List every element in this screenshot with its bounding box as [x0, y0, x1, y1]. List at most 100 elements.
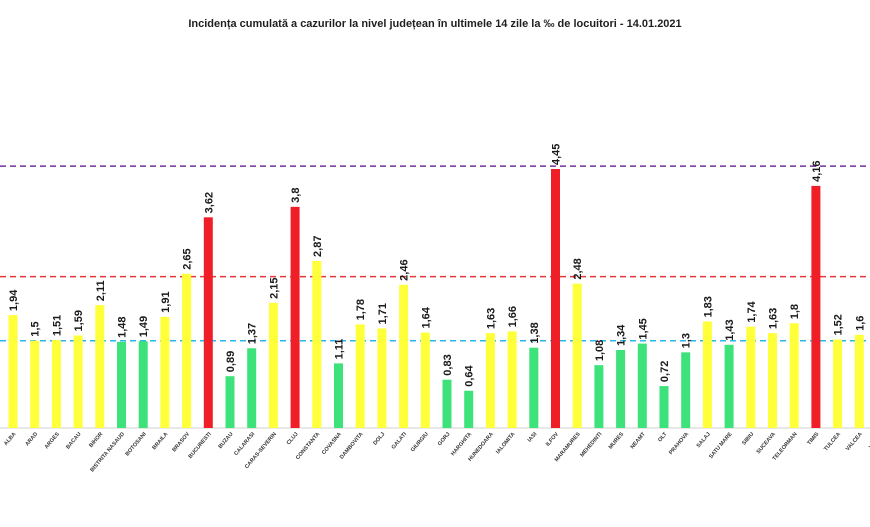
chart-title: Incidența cumulată a cazurilor la nivel …	[0, 18, 870, 30]
category-label: DOLJ	[372, 431, 386, 446]
category-label: OLT	[657, 431, 669, 443]
value-label: 1,74	[746, 300, 758, 322]
value-label: 1,52	[833, 314, 845, 335]
bar-iasi	[529, 348, 538, 428]
bar-dambovita	[356, 324, 365, 428]
value-label: 2,11	[95, 280, 107, 301]
value-label: 1,38	[529, 322, 541, 343]
bar-valcea	[855, 335, 864, 428]
bar-covasna	[334, 363, 343, 428]
category-label: ARAD	[24, 431, 39, 447]
value-label: 2,46	[399, 259, 411, 280]
bar-prahova	[681, 352, 690, 428]
bar-bihor	[95, 305, 104, 428]
value-label: 2,65	[182, 248, 194, 269]
bar-gorj	[443, 380, 452, 428]
value-label: 1,49	[138, 316, 150, 337]
value-label: 1,08	[594, 340, 606, 361]
bar-neamt	[638, 344, 647, 428]
bar-mehedinti	[594, 365, 603, 428]
category-label: ARGES	[44, 431, 61, 450]
value-label: 2,87	[312, 236, 324, 257]
category-label: HARGHITA	[450, 431, 473, 457]
category-label: SIBIU	[741, 431, 755, 446]
value-label: 1,37	[247, 323, 259, 344]
category-label: BIHOR	[88, 431, 104, 448]
category-label: PRAHOVA	[668, 431, 690, 456]
category-label: MEHEDINTI	[579, 431, 603, 458]
category-label: CALARASI	[233, 431, 256, 457]
category-label: SUCEAVA	[756, 431, 777, 455]
value-label: 0,83	[442, 354, 454, 375]
value-label: 4,45	[551, 144, 563, 165]
category-label: BRAILA	[151, 431, 169, 451]
category-label: COVASNA	[321, 431, 343, 456]
value-label: 2,48	[572, 258, 584, 279]
value-label: 1,66	[507, 306, 519, 327]
bar-olt	[660, 386, 669, 428]
bars-group	[9, 169, 870, 428]
value-label: 1,43	[724, 319, 736, 340]
category-label: BACAU	[65, 431, 82, 450]
bar-harghita	[464, 391, 473, 428]
bar-bucuresti	[204, 217, 213, 428]
value-label: 1,83	[702, 296, 714, 317]
bar-teleorman	[790, 323, 799, 428]
category-label: MURES	[608, 431, 626, 450]
bar-maramures	[573, 284, 582, 428]
value-label: 1,63	[768, 308, 780, 329]
bar-galati	[399, 285, 408, 428]
category-label: SATU MARE	[708, 431, 734, 460]
value-label: 1,94	[8, 289, 20, 311]
bar-hunedoara	[486, 333, 495, 428]
category-label: ILFOV	[545, 431, 560, 448]
value-label: 1,78	[355, 299, 367, 320]
category-label: ALBA	[3, 431, 17, 447]
value-label: 1,59	[73, 310, 85, 331]
bar-giurgiu	[421, 333, 430, 428]
category-label: GORJ	[437, 431, 452, 447]
category-label: IASI	[527, 431, 539, 443]
value-label: 2,15	[268, 277, 280, 298]
value-label: 3,8	[290, 188, 302, 203]
category-label: BOTOSANI	[125, 431, 148, 457]
category-label: BRASOV	[171, 431, 191, 453]
value-label: 1,45	[637, 318, 649, 339]
value-label: 1,48	[117, 316, 129, 337]
bar-sibiu	[746, 327, 755, 428]
value-label: 1,51	[51, 315, 63, 336]
bar-brasov	[182, 274, 191, 428]
category-label: GALATI	[391, 431, 409, 451]
bar-ialomita	[508, 331, 517, 428]
bar-caras-severin	[269, 303, 278, 428]
value-label: 0,72	[659, 361, 671, 382]
bar-ilfov	[551, 169, 560, 428]
category-label: BUZAU	[218, 431, 235, 450]
bar-cluj	[291, 207, 300, 428]
reference-lines	[0, 166, 870, 341]
value-label: 4,16	[811, 160, 823, 181]
bar-tulcea	[833, 340, 842, 428]
value-label: 1,5	[30, 321, 42, 336]
category-label: VALCEA	[845, 431, 864, 452]
bar-bacau	[74, 335, 83, 428]
value-label: 1,63	[485, 308, 497, 329]
bar-botosani	[139, 341, 148, 428]
category-label: DAMBOVITA	[339, 431, 365, 460]
bar-calarasi	[247, 348, 256, 428]
bar-dolj	[377, 328, 386, 428]
value-label: 1,11	[334, 339, 346, 360]
bar-arad	[30, 341, 39, 428]
category-label: SALAJ	[696, 431, 712, 449]
bar-satu-mare	[725, 345, 734, 428]
value-label: 1,8	[789, 304, 801, 319]
value-label: 3,62	[203, 192, 215, 213]
bar-constanta	[312, 261, 321, 428]
category-label: CLUJ	[286, 431, 300, 446]
bar-timis	[811, 186, 820, 428]
value-label: 0,64	[464, 364, 476, 386]
